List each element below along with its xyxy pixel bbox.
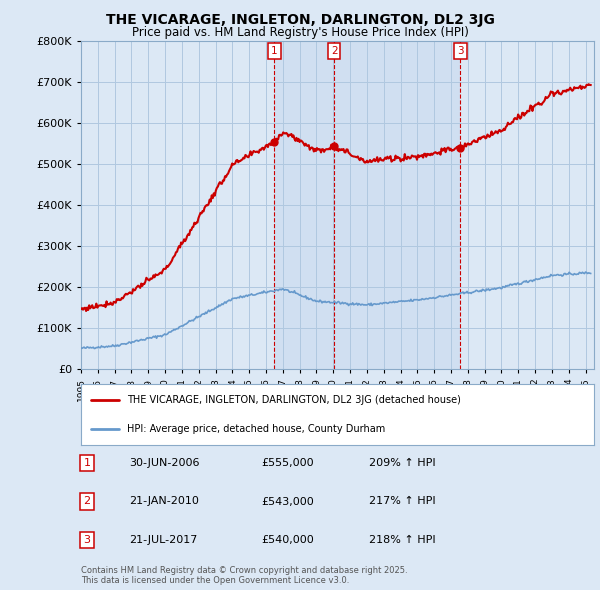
Text: 209% ↑ HPI: 209% ↑ HPI <box>369 458 436 468</box>
Text: 3: 3 <box>83 535 91 545</box>
Text: 21-JUL-2017: 21-JUL-2017 <box>129 535 197 545</box>
Text: 1: 1 <box>83 458 91 468</box>
Text: Price paid vs. HM Land Registry's House Price Index (HPI): Price paid vs. HM Land Registry's House … <box>131 26 469 39</box>
Text: 30-JUN-2006: 30-JUN-2006 <box>129 458 199 468</box>
Bar <box>274 41 460 369</box>
Text: 217% ↑ HPI: 217% ↑ HPI <box>369 497 436 506</box>
Text: THE VICARAGE, INGLETON, DARLINGTON, DL2 3JG (detached house): THE VICARAGE, INGLETON, DARLINGTON, DL2 … <box>127 395 461 405</box>
Text: 3: 3 <box>457 46 464 56</box>
Text: 2: 2 <box>331 46 337 56</box>
Text: 21-JAN-2010: 21-JAN-2010 <box>129 497 199 506</box>
Text: 218% ↑ HPI: 218% ↑ HPI <box>369 535 436 545</box>
Text: 2: 2 <box>83 497 91 506</box>
Text: 1: 1 <box>271 46 278 56</box>
Text: £540,000: £540,000 <box>261 535 314 545</box>
Text: £543,000: £543,000 <box>261 497 314 506</box>
Text: HPI: Average price, detached house, County Durham: HPI: Average price, detached house, Coun… <box>127 424 385 434</box>
Text: £555,000: £555,000 <box>261 458 314 468</box>
Text: THE VICARAGE, INGLETON, DARLINGTON, DL2 3JG: THE VICARAGE, INGLETON, DARLINGTON, DL2 … <box>106 13 494 27</box>
Text: Contains HM Land Registry data © Crown copyright and database right 2025.
This d: Contains HM Land Registry data © Crown c… <box>81 566 407 585</box>
